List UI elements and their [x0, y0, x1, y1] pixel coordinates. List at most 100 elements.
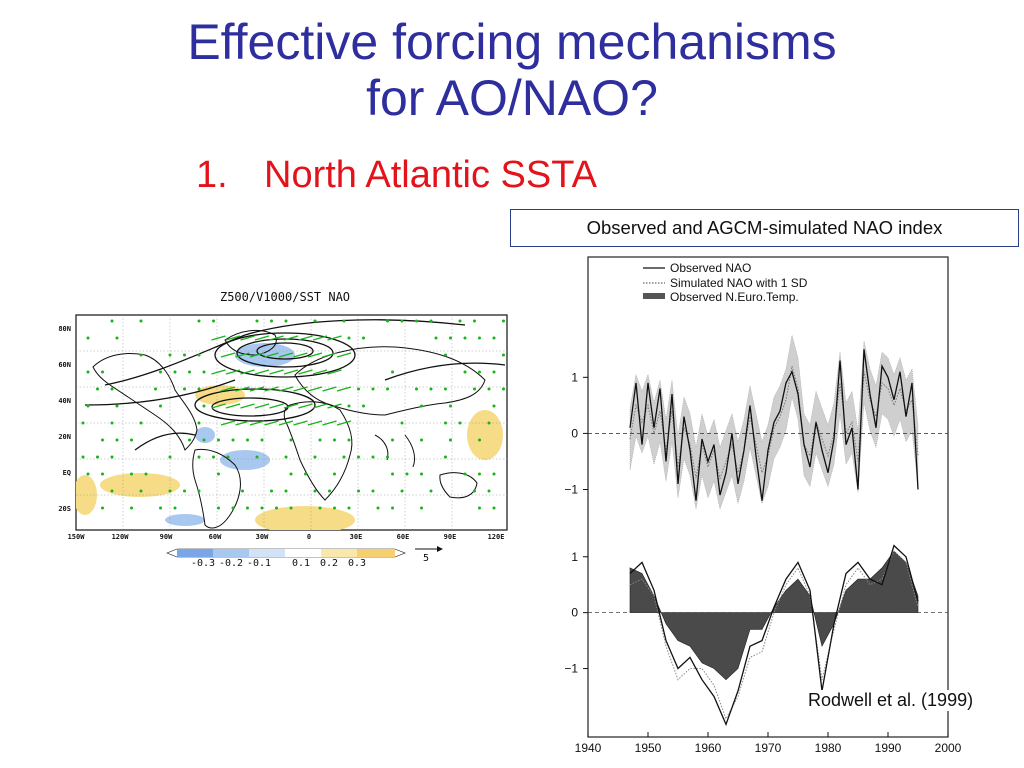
- lat-label: 20N: [58, 433, 71, 441]
- lat-label: 80N: [58, 325, 71, 333]
- x-tick-label: 2000: [935, 741, 962, 755]
- wind-vector: [275, 506, 278, 510]
- wind-vector: [371, 387, 375, 391]
- wind-vector: [130, 472, 133, 476]
- legend-entry-observed-nao: Observed NAO: [670, 261, 751, 275]
- wind-vector: [420, 472, 423, 476]
- wind-vector: [226, 455, 230, 459]
- wind-vector: [220, 352, 236, 358]
- wind-vector: [278, 420, 294, 426]
- wind-vector: [386, 455, 389, 459]
- wind-vector: [168, 455, 172, 459]
- x-tick-label: 1970: [755, 741, 782, 755]
- legend-swatch-temperature: [643, 293, 665, 299]
- upper-y-tick-label: 0: [571, 426, 578, 440]
- wind-vector: [391, 370, 394, 374]
- wind-vector: [463, 370, 467, 374]
- wind-vector: [217, 506, 220, 510]
- wind-vector: [249, 420, 265, 426]
- wind-vector: [217, 472, 220, 476]
- wind-vector: [307, 420, 323, 426]
- wind-vector: [322, 352, 337, 358]
- wind-vector: [327, 403, 342, 409]
- wind-vector: [284, 455, 288, 459]
- wind-vector: [463, 336, 467, 340]
- wind-vector: [429, 319, 433, 323]
- lat-label: 20S: [58, 505, 71, 513]
- wind-vector: [449, 438, 452, 442]
- wind-vector: [197, 319, 201, 323]
- wind-vector: [101, 472, 104, 476]
- lon-label: 150W: [68, 533, 86, 541]
- wind-vector: [159, 370, 162, 374]
- wind-vector: [492, 506, 496, 510]
- wind-vector: [322, 420, 337, 426]
- colorbar-tick: 0.1: [292, 558, 310, 569]
- wind-vector: [115, 438, 119, 442]
- wind-vector: [322, 386, 337, 392]
- colorbar-tick: 0.3: [348, 558, 366, 569]
- lower-y-tick-label: −1: [564, 662, 578, 676]
- wind-vector: [313, 319, 317, 323]
- wind-vector: [502, 319, 505, 323]
- wind-vector: [220, 386, 236, 392]
- wind-vector: [217, 438, 220, 442]
- wind-vector: [225, 335, 241, 341]
- wind-vector: [269, 369, 284, 375]
- wind-vector: [130, 506, 133, 510]
- chart-legend: Observed NAO Simulated NAO with 1 SD Obs…: [643, 261, 808, 304]
- wind-vector: [487, 489, 491, 493]
- x-tick-label: 1980: [815, 741, 842, 755]
- wind-vector: [487, 421, 491, 425]
- wind-vector: [110, 421, 114, 425]
- wind-vector: [298, 369, 313, 375]
- wind-vector: [235, 352, 250, 358]
- wind-vector: [478, 506, 481, 510]
- wind-vector: [342, 455, 346, 459]
- wind-vector: [283, 369, 299, 375]
- wind-vector: [415, 319, 418, 323]
- wind-vector: [173, 506, 177, 510]
- wind-vector: [318, 438, 322, 442]
- wind-vector: [283, 335, 299, 341]
- lat-label: 40N: [58, 397, 71, 405]
- wind-vector: [139, 489, 143, 493]
- wind-vector: [333, 438, 336, 442]
- wind-vector: [101, 438, 104, 442]
- wind-vector: [449, 404, 452, 408]
- wind-vector: [231, 506, 235, 510]
- wind-vector: [254, 403, 270, 409]
- wind-vector: [183, 387, 186, 391]
- wind-vector: [333, 472, 336, 476]
- wind-vector: [110, 489, 114, 493]
- wind-vector: [336, 420, 352, 426]
- wind-vector: [336, 386, 352, 392]
- wind-vector: [298, 403, 313, 409]
- wind-vector: [444, 387, 447, 391]
- wind-vector: [154, 387, 157, 391]
- wind-vector: [139, 319, 143, 323]
- list-number: 1.: [196, 154, 228, 196]
- wind-vector: [159, 404, 162, 408]
- wind-vector: [231, 438, 235, 442]
- lon-label: 60E: [397, 533, 410, 541]
- z500-contours: [84, 319, 506, 451]
- upper-panel: [588, 335, 948, 511]
- lower-y-tick-label: 0: [571, 606, 578, 620]
- wind-vector: [284, 489, 288, 493]
- wind-vector: [400, 489, 404, 493]
- wind-vector: [333, 506, 336, 510]
- lower-y-ticks: 1 0 −1: [564, 550, 588, 676]
- wind-vector: [463, 472, 467, 476]
- wind-vector: [289, 438, 293, 442]
- lower-simulated-nao-line: [629, 550, 919, 721]
- wind-vector: [254, 369, 270, 375]
- wind-vector: [420, 506, 423, 510]
- wind-vector: [429, 387, 433, 391]
- lon-label: 90W: [160, 533, 173, 541]
- wind-vector: [254, 335, 270, 341]
- wind-vector: [420, 404, 423, 408]
- wind-vector: [307, 386, 323, 392]
- list-item-text: North Atlantic SSTA: [264, 154, 597, 196]
- wind-vector: [183, 353, 186, 357]
